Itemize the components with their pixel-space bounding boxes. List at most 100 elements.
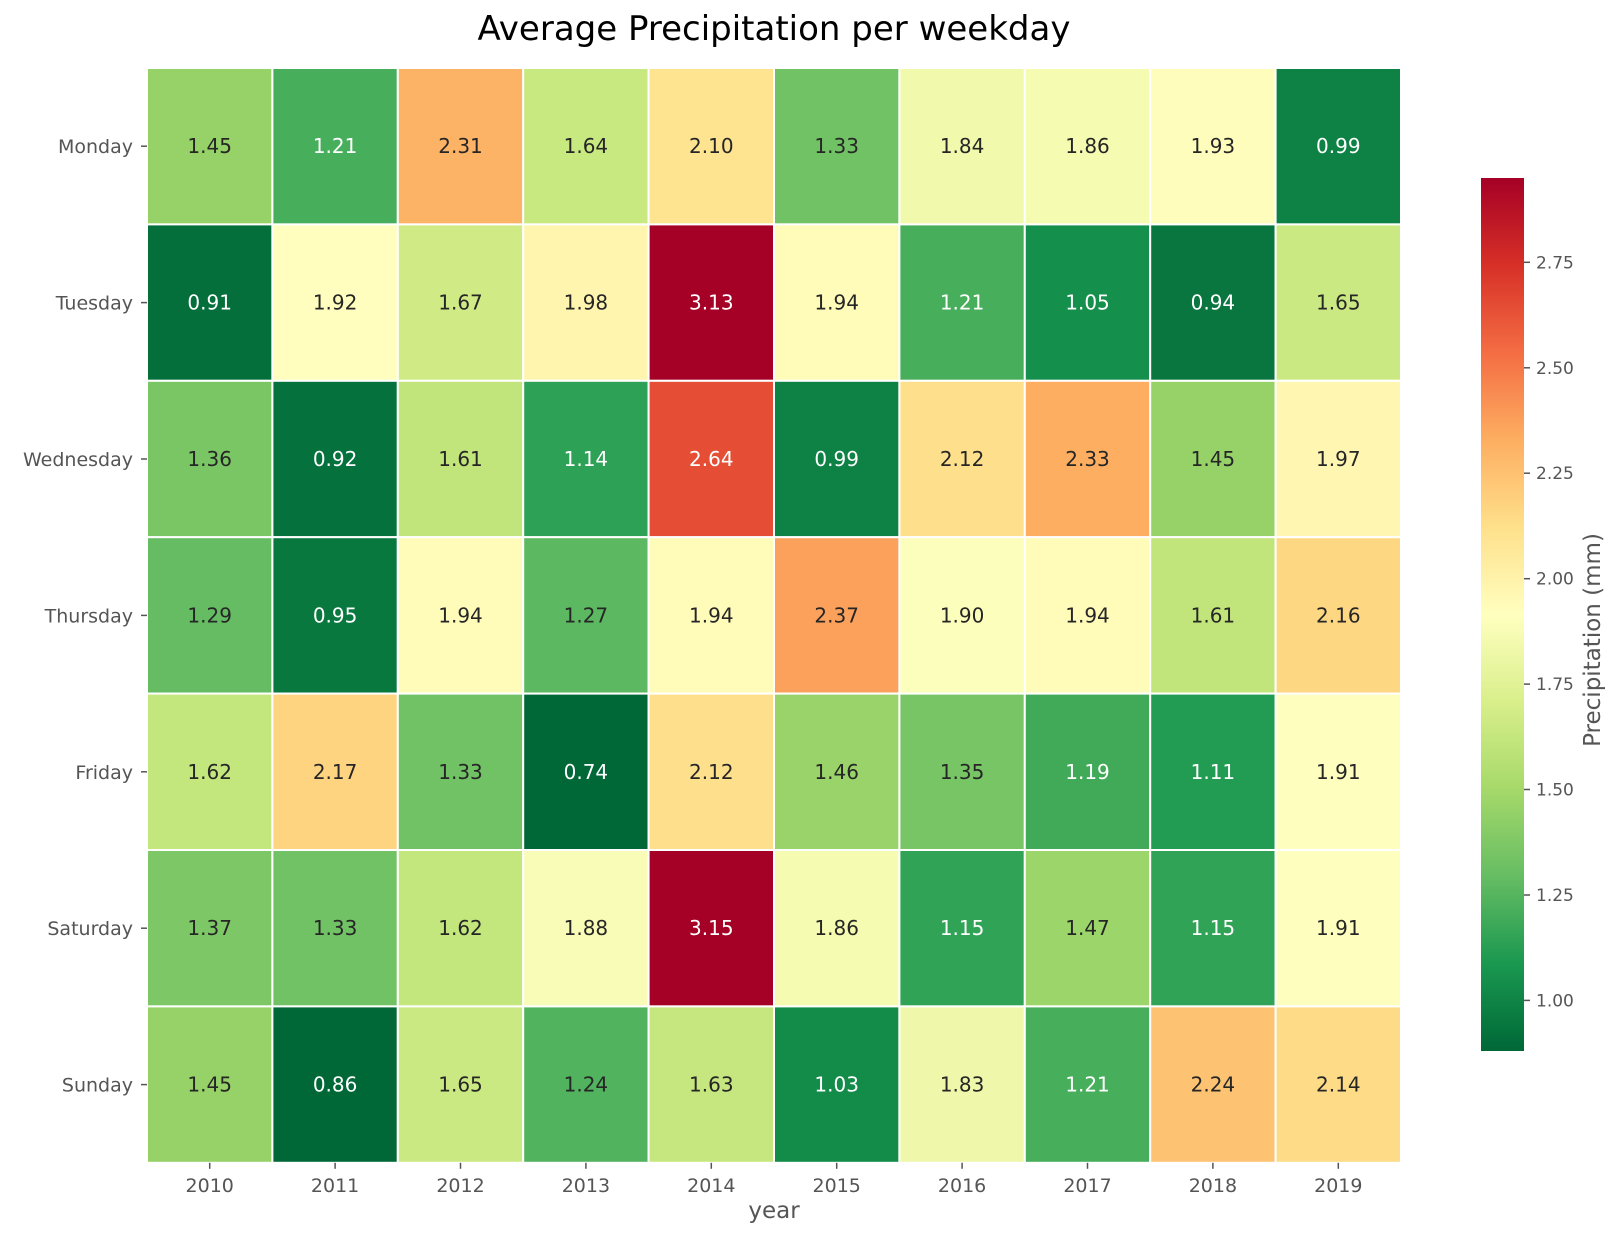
cell-value-label: 2.24 [1191, 1073, 1236, 1097]
cell-value-label: 1.33 [313, 916, 358, 940]
heatmap-cell-monday-2012 [396, 67, 525, 226]
cell-value-label: 2.33 [1065, 447, 1110, 471]
heatmap-cell-saturday-2014 [647, 849, 775, 1008]
cell-value-label: 1.03 [814, 1073, 859, 1097]
heatmap-cell-thursday-2019 [1274, 536, 1402, 695]
heatmap-cell-monday-2017 [1023, 67, 1152, 226]
x-axis-ticks: 2010 2011 2012 2013 2014 2015 2016 2017 2018 2019 [186, 1162, 1362, 1197]
heatmap-value-labels: 1.45 1.21 2.31 1.64 2.10 1.33 1.84 1.86 1.93 0.99… [187, 134, 1360, 1096]
heatmap-cell-friday-2011 [271, 692, 399, 851]
heatmap-cell-sunday-2015 [773, 1005, 901, 1164]
heatmap-cell-tuesday-2017 [1023, 223, 1152, 382]
cell-value-label: 2.14 [1316, 1073, 1361, 1097]
cell-value-label: 1.94 [689, 603, 734, 627]
heatmap-cell-tuesday-2015 [773, 223, 901, 382]
cell-value-label: 1.61 [438, 447, 483, 471]
cell-value-label: 0.74 [564, 760, 609, 784]
x-tick-label: 2016 [938, 1175, 986, 1197]
cell-value-label: 1.94 [814, 291, 859, 315]
cell-value-label: 3.13 [689, 291, 734, 315]
heatmap-cell-saturday-2018 [1149, 849, 1277, 1008]
y-tick-label: Saturday [47, 918, 133, 940]
heatmap-cell-tuesday-2018 [1149, 223, 1277, 382]
cell-value-label: 1.21 [313, 134, 358, 158]
cell-value-label: 2.16 [1316, 603, 1361, 627]
heatmap-cell-tuesday-2013 [522, 223, 650, 382]
cell-value-label: 2.10 [689, 134, 734, 158]
y-tick-label: Sunday [62, 1075, 133, 1097]
cell-value-label: 3.15 [689, 916, 734, 940]
cell-value-label: 1.19 [1065, 760, 1110, 784]
cell-value-label: 1.97 [1316, 447, 1361, 471]
heatmap-cell-wednesday-2012 [396, 379, 525, 539]
y-tick-label: Friday [75, 762, 133, 784]
cell-value-label: 1.37 [187, 916, 232, 940]
colorbar-label: Precipitation (mm) [1580, 533, 1606, 747]
colorbar-gradient [1481, 178, 1524, 1051]
y-axis-ticks: Monday Tuesday Wednesday Thursday Friday Satu… [23, 136, 147, 1097]
heatmap-cell-wednesday-2018 [1149, 379, 1277, 539]
chart-title: Average Precipitation per weekday [478, 9, 1071, 49]
colorbar-tick-label: 2.25 [1536, 464, 1574, 484]
x-tick-label: 2011 [311, 1175, 359, 1197]
x-tick-label: 2017 [1063, 1175, 1111, 1197]
colorbar: 1.00 1.25 1.50 1.75 2.00 2.25 2.50 2.75 [1481, 178, 1574, 1051]
heatmap-cell-thursday-2014 [647, 536, 775, 695]
cell-value-label: 1.94 [1065, 603, 1110, 627]
cell-value-label: 1.86 [1065, 134, 1110, 158]
y-tick-label: Thursday [44, 605, 133, 627]
heatmap-cell-sunday-2016 [898, 1005, 1026, 1164]
cell-value-label: 1.45 [187, 134, 232, 158]
cell-value-label: 1.62 [187, 760, 232, 784]
cell-value-label: 1.83 [940, 1073, 985, 1097]
cell-value-label: 1.91 [1316, 916, 1361, 940]
cell-value-label: 2.12 [940, 447, 985, 471]
cell-value-label: 0.86 [313, 1073, 358, 1097]
cell-value-label: 1.05 [1065, 291, 1110, 315]
heatmap-cell-monday-2010 [146, 67, 274, 226]
heatmap-cell-monday-2011 [271, 67, 399, 226]
colorbar-tick-label: 2.75 [1536, 253, 1574, 273]
heatmap-cell-sunday-2010 [146, 1005, 274, 1164]
cell-value-label: 0.99 [814, 447, 859, 471]
cell-value-label: 0.92 [313, 447, 358, 471]
heatmap-cell-wednesday-2011 [271, 379, 399, 539]
heatmap-cells [146, 67, 1402, 1164]
heatmap-cell-wednesday-2016 [898, 379, 1026, 539]
cell-value-label: 1.67 [438, 291, 483, 315]
colorbar-tick-label: 1.00 [1536, 991, 1574, 1011]
heatmap-cell-saturday-2012 [396, 849, 525, 1008]
cell-value-label: 1.90 [940, 603, 985, 627]
heatmap-cell-friday-2017 [1023, 692, 1152, 851]
heatmap-cell-friday-2016 [898, 692, 1026, 851]
cell-value-label: 1.35 [940, 760, 985, 784]
cell-value-label: 2.17 [313, 760, 358, 784]
x-tick-label: 2013 [562, 1175, 610, 1197]
cell-value-label: 1.46 [814, 760, 859, 784]
heatmap-cell-tuesday-2016 [898, 223, 1026, 382]
cell-value-label: 1.33 [814, 134, 859, 158]
heatmap-cell-friday-2015 [773, 692, 901, 851]
cell-value-label: 0.91 [187, 291, 232, 315]
cell-value-label: 0.99 [1316, 134, 1361, 158]
heatmap-cell-tuesday-2011 [271, 223, 399, 382]
cell-value-label: 1.14 [564, 447, 609, 471]
cell-value-label: 2.64 [689, 447, 734, 471]
heatmap-cell-friday-2014 [647, 692, 775, 851]
heatmap-cell-monday-2015 [773, 67, 901, 226]
heatmap-cell-wednesday-2019 [1274, 379, 1402, 539]
y-tick-label: Tuesday [55, 293, 133, 315]
heatmap-cell-thursday-2010 [146, 536, 274, 695]
x-axis-label: year [748, 1198, 800, 1224]
cell-value-label: 1.15 [1191, 916, 1236, 940]
colorbar-tick-label: 2.00 [1536, 570, 1574, 590]
cell-value-label: 1.62 [438, 916, 483, 940]
cell-value-label: 1.93 [1191, 134, 1236, 158]
cell-value-label: 1.92 [313, 291, 358, 315]
cell-value-label: 1.21 [1065, 1073, 1110, 1097]
x-tick-label: 2019 [1314, 1175, 1362, 1197]
cell-value-label: 1.91 [1316, 760, 1361, 784]
cell-value-label: 1.84 [940, 134, 985, 158]
x-tick-label: 2014 [687, 1175, 735, 1197]
